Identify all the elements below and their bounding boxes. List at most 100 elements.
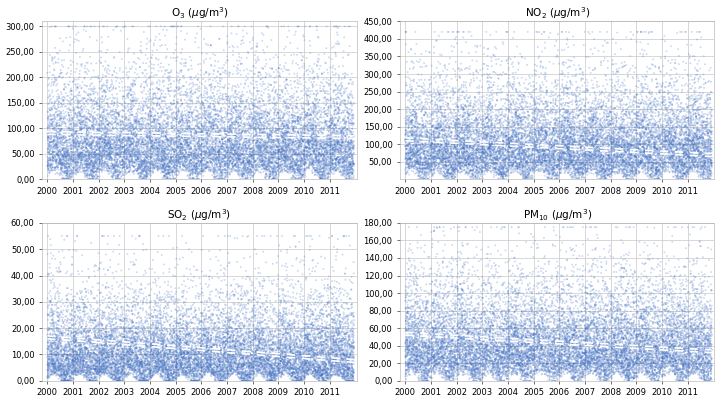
Point: [426, 301, 438, 308]
Point: [89, 120, 100, 127]
Point: [657, 338, 669, 345]
Point: [91, 335, 103, 342]
Point: [228, 367, 240, 373]
Point: [156, 158, 168, 165]
Point: [332, 359, 343, 366]
Point: [602, 356, 613, 362]
Point: [268, 353, 279, 359]
Point: [419, 363, 431, 369]
Point: [231, 114, 243, 120]
Point: [292, 129, 304, 136]
Point: [165, 138, 176, 145]
Point: [48, 364, 60, 371]
Point: [174, 324, 186, 331]
Point: [456, 307, 467, 314]
Point: [623, 134, 634, 140]
Point: [295, 326, 307, 332]
Point: [89, 152, 101, 159]
Point: [476, 145, 487, 151]
Point: [664, 316, 675, 323]
Point: [239, 123, 251, 130]
Point: [439, 62, 451, 68]
Point: [678, 105, 690, 111]
Point: [417, 166, 428, 172]
Point: [636, 336, 648, 342]
Point: [65, 311, 76, 318]
Point: [325, 142, 337, 148]
Point: [637, 117, 649, 123]
Point: [563, 339, 575, 345]
Point: [323, 155, 335, 162]
Point: [118, 144, 130, 150]
Point: [562, 339, 574, 345]
Point: [274, 307, 285, 314]
Point: [634, 108, 645, 114]
Point: [81, 346, 92, 352]
Point: [270, 363, 282, 369]
Point: [312, 366, 323, 373]
Point: [337, 142, 348, 148]
Point: [464, 120, 475, 127]
Point: [132, 145, 143, 151]
Point: [85, 170, 96, 177]
Point: [111, 351, 122, 357]
Point: [683, 352, 694, 358]
Point: [601, 39, 613, 46]
Point: [230, 364, 242, 371]
Point: [55, 362, 66, 368]
Point: [290, 243, 302, 250]
Point: [164, 321, 176, 328]
Point: [635, 158, 647, 164]
Point: [254, 127, 266, 134]
Point: [233, 362, 244, 369]
Point: [197, 137, 209, 144]
Point: [427, 140, 438, 147]
Point: [579, 359, 590, 366]
Point: [595, 325, 606, 332]
Point: [153, 86, 165, 92]
Point: [162, 356, 174, 363]
Point: [441, 336, 452, 343]
Point: [128, 333, 140, 340]
Point: [491, 368, 503, 374]
Point: [77, 364, 89, 370]
Point: [620, 347, 631, 353]
Point: [292, 151, 304, 158]
Point: [560, 343, 572, 349]
Point: [545, 99, 557, 106]
Point: [52, 364, 63, 370]
Point: [221, 322, 233, 328]
Point: [80, 286, 91, 292]
Point: [576, 366, 588, 372]
Point: [541, 278, 552, 285]
Point: [111, 141, 122, 147]
Point: [243, 112, 255, 118]
Point: [508, 351, 519, 358]
Point: [461, 139, 472, 145]
Point: [314, 171, 325, 178]
Point: [620, 161, 631, 167]
Point: [168, 133, 179, 139]
Point: [637, 164, 649, 170]
Point: [169, 160, 181, 167]
Point: [205, 351, 217, 358]
Point: [472, 139, 483, 145]
Point: [73, 76, 84, 82]
Point: [338, 109, 350, 115]
Point: [175, 117, 186, 123]
Point: [48, 340, 59, 346]
Point: [185, 350, 197, 357]
Point: [213, 320, 225, 326]
Point: [107, 162, 119, 168]
Point: [143, 164, 154, 170]
Point: [637, 343, 649, 349]
Point: [580, 118, 591, 125]
Point: [554, 145, 565, 151]
Point: [460, 361, 472, 368]
Point: [95, 374, 107, 380]
Point: [48, 346, 60, 353]
Point: [634, 337, 646, 343]
Point: [50, 355, 62, 361]
Point: [692, 365, 703, 371]
Point: [218, 378, 230, 384]
